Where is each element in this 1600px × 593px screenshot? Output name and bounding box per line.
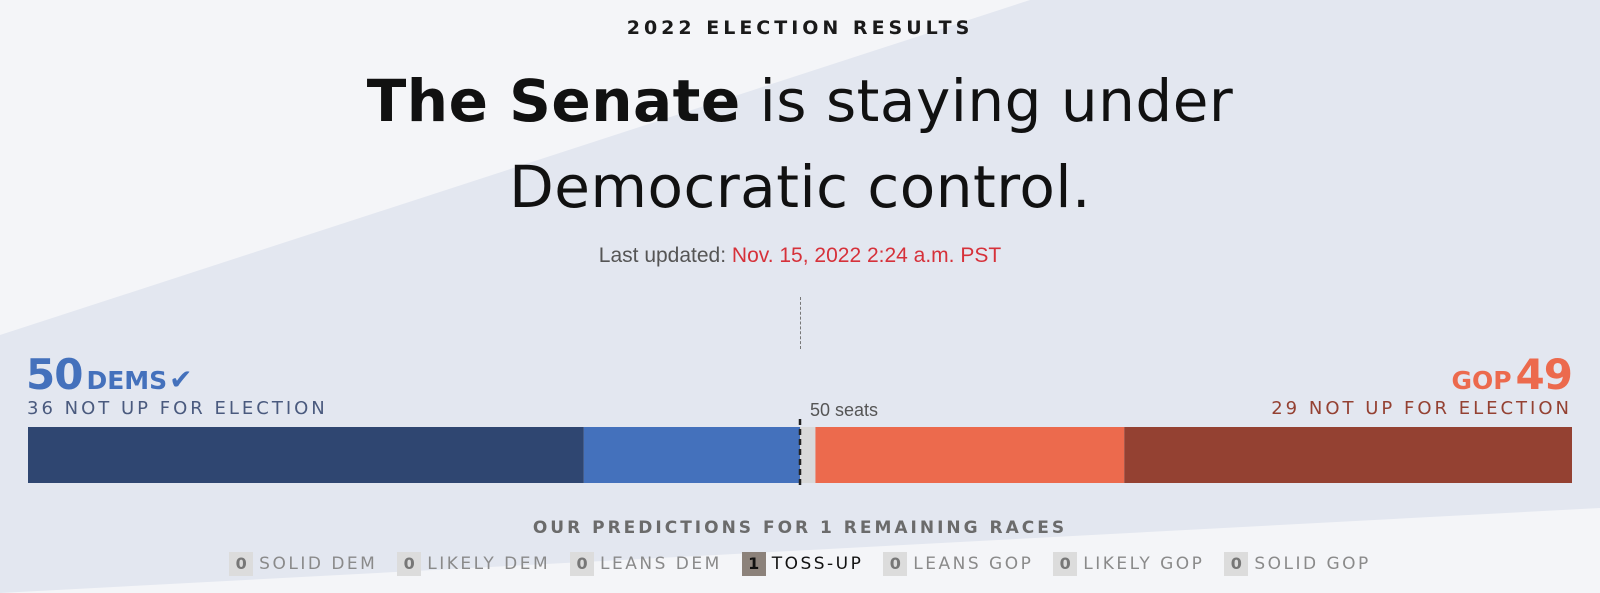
gop-label: GOP — [1451, 366, 1512, 395]
legend-count: 0 — [229, 552, 254, 576]
headline-rest: is staying under Democratic control. — [509, 67, 1234, 221]
dem-total: 50 DEMS✔ — [26, 350, 193, 399]
headline-bold: The Senate — [366, 67, 741, 135]
legend-count: 0 — [570, 552, 595, 576]
page-title: The Senate is staying under Democratic c… — [350, 58, 1250, 230]
dem-label: DEMS — [86, 366, 168, 395]
seat-segment-gop-not-up — [1124, 427, 1572, 483]
legend-label: LEANS DEM — [600, 554, 722, 574]
legend-label: SOLID DEM — [259, 554, 378, 574]
legend-count: 0 — [1224, 552, 1249, 576]
legend-label: LEANS GOP — [913, 554, 1034, 574]
predictions-title: OUR PREDICTIONS FOR 1 REMAINING RACES — [532, 518, 1068, 538]
checkmark-icon: ✔ — [169, 363, 193, 396]
dem-seat-count: 50 — [26, 350, 83, 399]
seat-segment-gop-won — [815, 427, 1125, 483]
kicker: 2022 ELECTION RESULTS — [626, 17, 974, 39]
dem-not-up-label: 36 NOT UP FOR ELECTION — [27, 398, 328, 419]
seat-segment-tossup — [800, 427, 816, 483]
legend-label: SOLID GOP — [1254, 554, 1371, 574]
majority-seats-label: 50 seats — [810, 400, 879, 420]
updated-label: Last updated: — [598, 244, 727, 267]
legend-count: 0 — [1053, 552, 1078, 576]
legend-item-leans-gop: 0 LEANS GOP — [883, 552, 1033, 576]
legend-count: 0 — [883, 552, 908, 576]
legend-item-likely-dem: 0 LIKELY DEM — [397, 552, 550, 576]
legend-item-toss-up: 1 TOSS-UP — [741, 552, 864, 576]
legend-item-leans-dem: 0 LEANS DEM — [570, 552, 722, 576]
gop-seat-count: 49 — [1515, 350, 1573, 399]
last-updated: Last updated: Nov. 15, 2022 2:24 a.m. PS… — [0, 244, 1600, 268]
seat-segment-dem-won — [583, 427, 800, 483]
legend-item-likely-gop: 0 LIKELY GOP — [1053, 552, 1204, 576]
majority-line — [800, 297, 801, 349]
updated-timestamp: Nov. 15, 2022 2:24 a.m. PST — [731, 244, 1002, 267]
legend-item-solid-dem: 0 SOLID DEM — [229, 552, 377, 576]
legend-item-solid-gop: 0 SOLID GOP — [1224, 552, 1370, 576]
legend-label: LIKELY GOP — [1083, 554, 1205, 574]
legend-count: 0 — [397, 552, 422, 576]
seat-segment-dem-not-up — [28, 427, 584, 483]
legend-count: 1 — [741, 552, 766, 576]
gop-total: GOP49 — [1451, 350, 1573, 399]
legend-label: LIKELY DEM — [427, 554, 551, 574]
predictions-legend: 0 SOLID DEM 0 LIKELY DEM 0 LEANS DEM 1 TOSS-… — [0, 552, 1600, 576]
gop-not-up-label: 29 NOT UP FOR ELECTION — [1271, 398, 1572, 419]
legend-label: TOSS-UP — [771, 554, 864, 574]
